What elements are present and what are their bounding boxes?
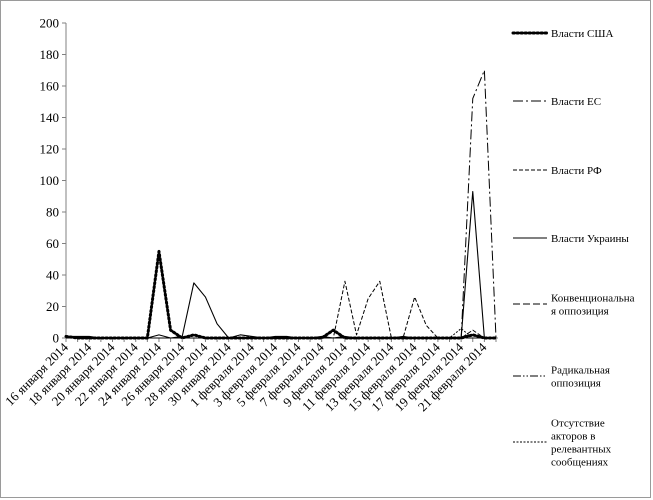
y-tick-label: 200 — [40, 16, 60, 31]
series-line-2 — [66, 69, 497, 339]
y-tick-label: 80 — [46, 205, 59, 220]
y-tick-label: 0 — [53, 331, 60, 346]
y-tick-label: 180 — [40, 47, 60, 62]
legend-label: Отсутствие — [551, 418, 605, 430]
legend-label: оппозиция — [551, 378, 601, 390]
legend-label: Власти ЕС — [551, 96, 601, 108]
series-line-3 — [66, 280, 496, 339]
legend-label: я оппозиция — [551, 306, 609, 318]
y-tick-label: 160 — [40, 79, 60, 94]
series-line-1 — [64, 249, 498, 340]
legend-label: Власти Украины — [551, 233, 629, 245]
legend-label: Конвенциональна — [551, 293, 635, 305]
y-tick-label: 140 — [40, 110, 60, 125]
y-tick-label: 100 — [40, 173, 60, 188]
legend-label: акторов в — [551, 431, 595, 443]
series-line-7 — [66, 328, 496, 339]
y-tick-label: 40 — [46, 268, 59, 283]
legend-label: Власти США — [551, 28, 613, 40]
y-tick-label: 120 — [40, 142, 60, 157]
series-line-4 — [66, 190, 496, 339]
legend-label: релевантных — [551, 444, 612, 456]
legend-label: Власти РФ — [551, 165, 602, 177]
y-tick-label: 60 — [46, 236, 59, 251]
y-tick-label: 20 — [46, 299, 59, 314]
legend-label: Радикальная — [551, 365, 610, 377]
legend-label: сообщениях — [551, 457, 609, 469]
